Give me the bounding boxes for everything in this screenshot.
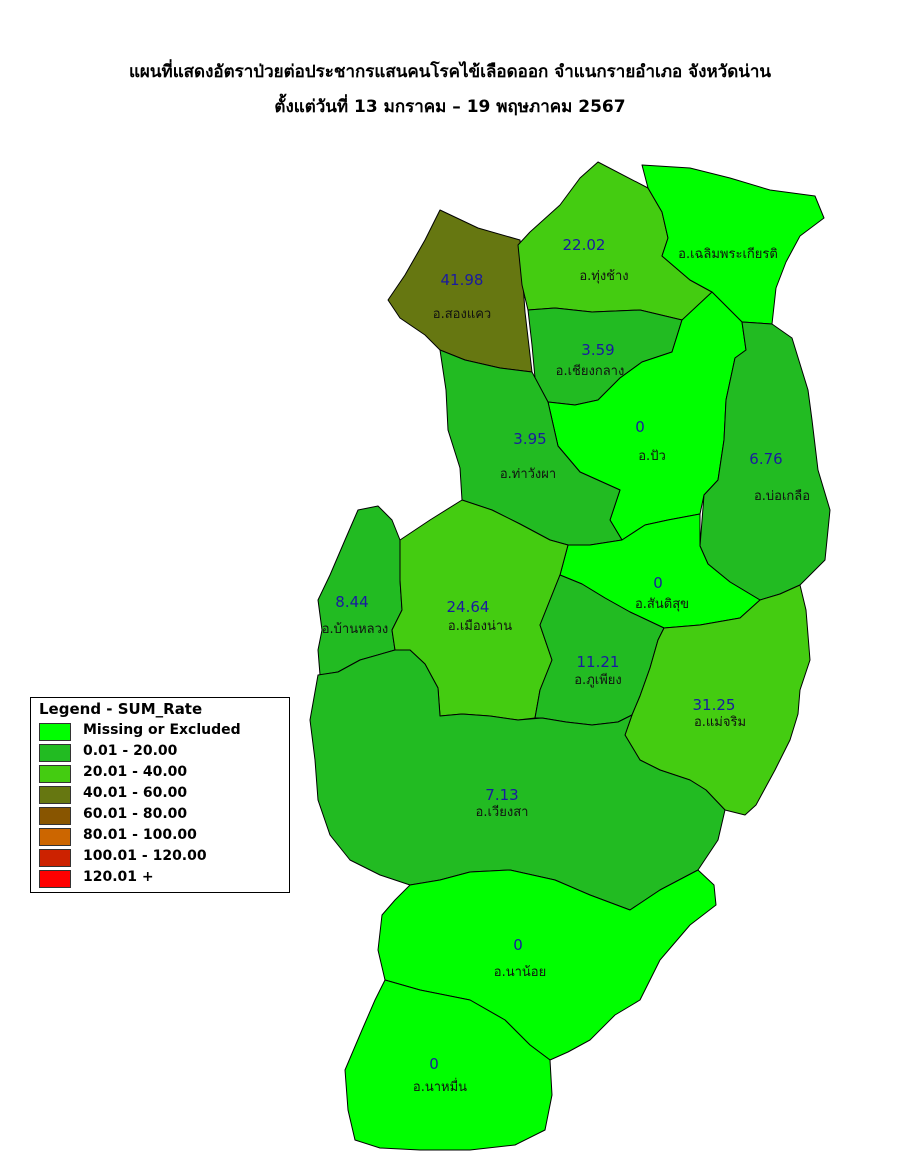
map-subtitle: ตั้งแต่วันที่ 13 มกราคม – 19 พฤษภาคม 256… <box>274 97 626 117</box>
district-name-chiang-klang: อ.เชียงกลาง <box>556 363 625 379</box>
district-song-khwae <box>387 209 533 373</box>
district-rate-pua: 0 <box>635 418 645 436</box>
district-rate-na-noi: 0 <box>513 936 523 954</box>
legend-label: 100.01 - 120.00 <box>83 848 207 864</box>
district-name-santi-suk: อ.สันติสุข <box>635 597 689 612</box>
legend-label: 80.01 - 100.00 <box>83 827 197 843</box>
district-name-pua: อ.ปัว <box>638 449 666 464</box>
district-name-chaloem: อ.เฉลิมพระเกียรติ <box>678 246 778 262</box>
district-rate-thung-chang: 22.02 <box>563 236 606 254</box>
district-name-ban-luang: อ.บ้านหลวง <box>322 622 389 637</box>
district-rate-na-muen: 0 <box>429 1055 439 1073</box>
legend-label: 20.01 - 40.00 <box>83 764 188 780</box>
legend-swatch <box>39 786 71 804</box>
district-name-mae-charim: อ.แม่จริม <box>694 715 746 730</box>
district-rate-phu-phiang: 11.21 <box>577 653 620 671</box>
legend-label: 60.01 - 80.00 <box>83 806 188 822</box>
legend-swatch <box>39 723 71 741</box>
district-rate-mueang-nan: 24.64 <box>447 598 490 616</box>
district-name-thung-chang: อ.ทุ่งช้าง <box>579 269 628 284</box>
district-name-phu-phiang: อ.ภูเพียง <box>574 672 622 688</box>
district-rate-song-khwae: 41.98 <box>441 271 484 289</box>
district-name-na-muen: อ.นาหมื่น <box>413 1078 467 1095</box>
legend-swatch <box>39 807 71 825</box>
legend-swatch <box>39 849 71 867</box>
legend-swatch <box>39 828 71 846</box>
district-rate-wiang-sa: 7.13 <box>485 786 518 804</box>
district-name-wiang-sa: อ.เวียงสา <box>476 804 529 820</box>
legend-swatch <box>39 765 71 783</box>
district-name-mueang-nan: อ.เมืองน่าน <box>448 618 512 634</box>
map-legend: Legend - SUM_Rate Missing or Excluded 0.0… <box>30 697 290 893</box>
legend-swatch <box>39 870 71 888</box>
district-name-na-noi: อ.นาน้อย <box>494 965 546 980</box>
legend-label: 40.01 - 60.00 <box>83 785 188 801</box>
district-rate-chiang-klang: 3.59 <box>581 341 614 359</box>
district-na-muen <box>344 979 553 1151</box>
district-rate-bo-kluea: 6.76 <box>749 450 782 468</box>
legend-label: 120.01 + <box>83 869 154 885</box>
district-wiang-sa <box>309 649 726 911</box>
legend-label: Missing or Excluded <box>83 722 241 738</box>
district-rate-santi-suk: 0 <box>653 574 663 592</box>
district-ban-luang <box>317 505 403 676</box>
district-name-tha-wang-pha: อ.ท่าวังผา <box>500 467 556 482</box>
district-rate-ban-luang: 8.44 <box>335 593 368 611</box>
legend-swatch <box>39 744 71 762</box>
district-name-bo-kluea: อ.บ่อเกลือ <box>754 488 810 504</box>
district-rate-tha-wang-pha: 3.95 <box>513 430 546 448</box>
legend-title: Legend - SUM_Rate <box>39 700 203 718</box>
district-rate-mae-charim: 31.25 <box>693 696 736 714</box>
district-name-song-khwae: อ.สองแคว <box>433 307 491 322</box>
legend-label: 0.01 - 20.00 <box>83 743 178 759</box>
map-title: แผนที่แสดงอัตราป่วยต่อประชากรแสนคนโรคไข้… <box>128 62 772 82</box>
